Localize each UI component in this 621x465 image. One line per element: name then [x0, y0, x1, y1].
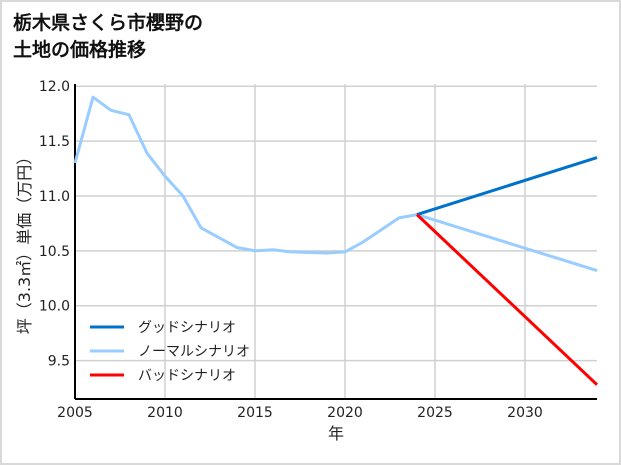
series-line-1 — [73, 95, 598, 273]
legend-label: バッドシナリオ — [138, 368, 236, 384]
y-tick-label: 11.5 — [39, 134, 70, 150]
title-line-2: 土地の価格推移 — [13, 39, 147, 61]
y-tick-label: 10.0 — [39, 299, 70, 315]
y-tick-label: 10.5 — [39, 244, 70, 260]
title-line-1: 栃木県さくら市櫻野の — [13, 12, 204, 34]
x-tick-label: 2030 — [507, 405, 543, 421]
x-tick-label: 2015 — [237, 405, 273, 421]
y-tick-label: 9.5 — [48, 354, 70, 370]
x-tick-label: 2010 — [147, 405, 183, 421]
x-tick-label: 2005 — [57, 405, 93, 421]
x-tick-label: 2025 — [417, 405, 453, 421]
y-tick-label: 11.0 — [39, 189, 70, 205]
series-line-2 — [415, 213, 599, 386]
x-tick-label: 2020 — [327, 405, 363, 421]
y-axis-label: 坪（3.3㎡）単価（万円） — [15, 149, 34, 334]
series-line-0 — [416, 156, 598, 217]
legend-label: グッドシナリオ — [138, 320, 236, 336]
legend-label: ノーマルシナリオ — [138, 344, 250, 360]
y-tick-label: 12.0 — [39, 79, 70, 95]
x-axis-label: 年 — [328, 424, 344, 443]
chart-title: 栃木県さくら市櫻野の 土地の価格推移 — [13, 10, 203, 64]
